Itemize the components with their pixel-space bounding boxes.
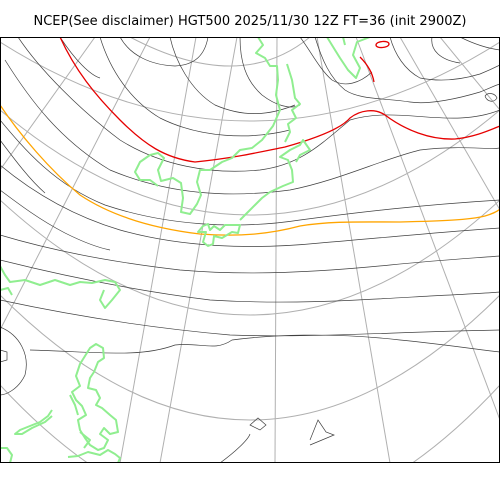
contour-red-cell: [359, 40, 390, 83]
graticule-parallels: [0, 37, 500, 463]
map-title: NCEP(See disclaimer) HGT500 2025/11/30 1…: [33, 14, 467, 29]
height-contours: [0, 37, 500, 463]
graticule-meridians: [0, 37, 500, 463]
contour-orange: [0, 104, 500, 236]
contour-red: [59, 37, 500, 163]
coastlines: [0, 37, 371, 463]
